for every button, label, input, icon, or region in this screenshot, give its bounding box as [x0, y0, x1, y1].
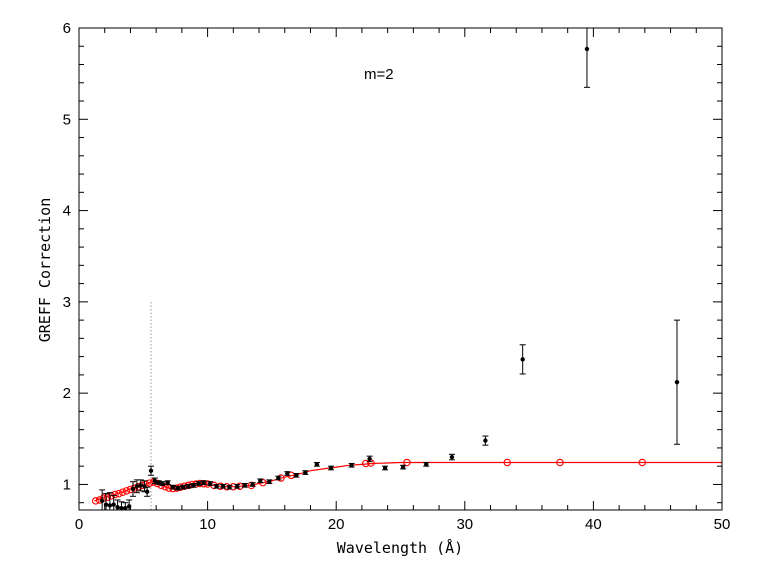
data-point: [250, 482, 255, 487]
data-point: [227, 484, 232, 490]
data-point: [674, 379, 680, 385]
model-marker: [362, 459, 370, 468]
data-point: [134, 484, 140, 489]
data-point: [449, 454, 455, 460]
data-point: [191, 483, 196, 488]
data-point: [258, 478, 263, 483]
x-tick-label: 20: [328, 516, 345, 533]
data-point: [156, 480, 161, 485]
data-point: [201, 480, 206, 485]
data-point: [483, 438, 488, 443]
data-point: [294, 473, 299, 478]
model-marker: [556, 458, 564, 467]
data-point: [234, 484, 240, 489]
model-marker: [122, 487, 131, 495]
y-tick-label: 3: [63, 294, 71, 311]
axes: 0 10 20 30 40 50 1 2 3 4 5 6: [63, 20, 731, 533]
plot-area: [91, 28, 722, 510]
data-point: [314, 462, 320, 467]
data-point: [584, 46, 590, 52]
model-marker: [111, 490, 119, 499]
data-point: [142, 484, 147, 489]
data-point: [144, 489, 150, 494]
data-point: [276, 475, 281, 481]
y-tick-label: 2: [63, 385, 71, 402]
data-point: [196, 481, 201, 486]
data-point: [214, 484, 219, 489]
y-tick-label: 5: [63, 111, 71, 128]
data-point: [328, 465, 334, 471]
data-point: [111, 502, 116, 507]
data-point: [99, 498, 105, 504]
y-tick-label: 1: [63, 476, 71, 493]
data-point: [152, 478, 158, 483]
data-point: [207, 481, 213, 486]
x-tick-label: 40: [585, 516, 602, 533]
data-point: [400, 464, 406, 470]
model-marker: [161, 482, 169, 491]
plot-frame: [78, 27, 723, 511]
model-marker: [503, 458, 511, 467]
data-point: [148, 468, 154, 473]
data-point: [382, 465, 388, 471]
y-tick-label: 4: [63, 203, 71, 220]
data-point: [160, 481, 165, 486]
data-point: [119, 505, 124, 510]
data-point: [424, 462, 429, 467]
data-point: [367, 456, 372, 462]
y-tick-label: 6: [63, 20, 71, 37]
annotation-m2: m=2: [364, 66, 394, 83]
model-marker: [403, 458, 411, 467]
data-point: [267, 479, 272, 484]
data-point: [349, 463, 354, 468]
x-tick-label: 50: [714, 516, 731, 533]
data-point: [242, 483, 248, 488]
y-axis-label: GREFF Correction: [36, 198, 54, 343]
data-point: [285, 471, 290, 476]
data-point: [115, 505, 120, 510]
data-point: [170, 484, 176, 490]
model-marker: [638, 458, 647, 467]
data-point: [220, 484, 226, 489]
data-point: [138, 483, 143, 488]
model-marker: [115, 489, 123, 498]
data-point: [165, 480, 170, 485]
model-marker: [91, 497, 100, 505]
x-tick-label: 0: [75, 516, 83, 533]
data-point: [107, 503, 113, 508]
model-marker: [118, 488, 127, 496]
data-point: [130, 486, 136, 492]
data-point: [303, 470, 308, 475]
data-point: [180, 484, 186, 490]
data-point: [175, 485, 181, 491]
data-point: [186, 484, 191, 489]
x-tick-label: 30: [456, 516, 473, 533]
data-point: [123, 505, 128, 510]
x-tick-label: 10: [199, 516, 216, 533]
data-point: [520, 357, 525, 362]
x-axis-label: Wavelength (Å): [337, 538, 463, 557]
